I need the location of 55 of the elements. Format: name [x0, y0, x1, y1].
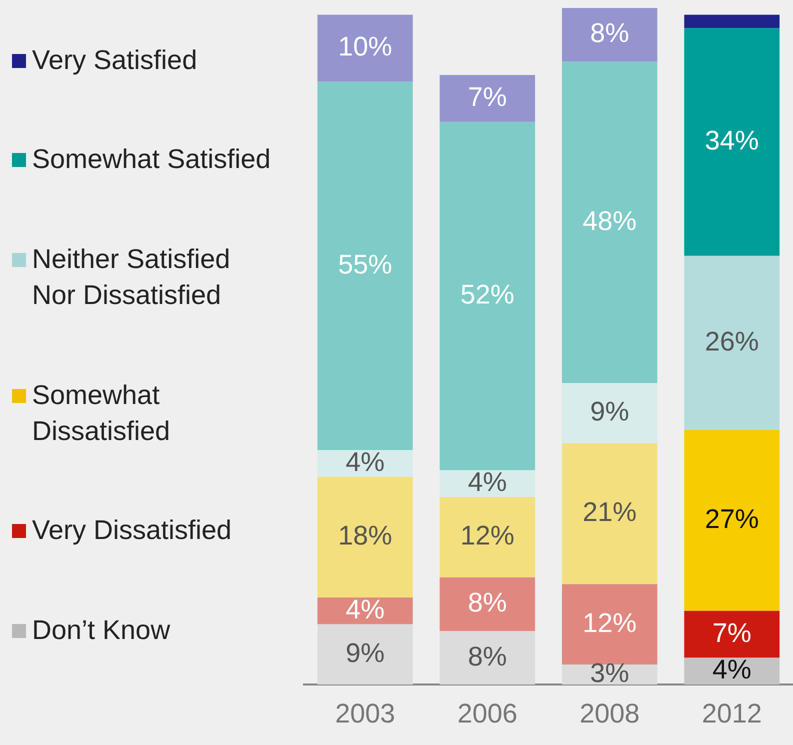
bar: [317, 14, 413, 82]
data-label: 9%: [346, 638, 385, 668]
data-label: 7%: [468, 82, 507, 112]
bar: [440, 74, 536, 122]
data-label: 8%: [468, 588, 507, 618]
bar: [684, 14, 780, 28]
data-label: 12%: [582, 608, 637, 638]
bar: [562, 443, 658, 584]
bar: [684, 28, 780, 256]
data-label: 52%: [460, 280, 514, 310]
legend-label: Somewhat Satisfied: [32, 143, 271, 176]
x-tick-label: 2012: [702, 698, 762, 728]
data-label: 27%: [704, 504, 759, 534]
bar: [562, 383, 658, 444]
x-tick-label: 2006: [457, 698, 518, 728]
data-label: 8%: [590, 18, 630, 48]
data-label: 4%: [468, 467, 507, 498]
bar: [317, 598, 413, 624]
data-label: 12%: [460, 520, 514, 551]
data-label: 4%: [712, 654, 752, 685]
bar: [440, 497, 536, 578]
data-label: 7%: [712, 618, 752, 648]
legend-label: Don’t Know: [32, 614, 170, 648]
bar: [317, 82, 413, 450]
bar: [684, 610, 780, 658]
data-label: 10%: [338, 32, 392, 62]
bar: [440, 470, 536, 498]
data-label: 3%: [590, 658, 630, 688]
data-label: 48%: [582, 206, 637, 236]
data-label: 18%: [338, 520, 392, 551]
bar: [317, 476, 413, 598]
bar: [684, 256, 780, 430]
x-tick-label: 2003: [335, 698, 396, 728]
bar: [317, 624, 413, 685]
data-label: 34%: [704, 125, 759, 156]
data-label: 8%: [468, 641, 507, 672]
bar: [562, 584, 658, 665]
data-label: 21%: [582, 497, 637, 528]
bar: [440, 631, 536, 685]
bar: [562, 62, 658, 384]
bar: [317, 450, 413, 477]
legend-label: Very Dissatisfied: [32, 514, 232, 548]
x-tick-label: 2008: [580, 698, 640, 728]
bar: [684, 430, 780, 611]
bar: [562, 8, 658, 62]
legend-label: Very Satisfied: [32, 44, 198, 77]
bar: [440, 122, 536, 470]
bar: [440, 577, 536, 632]
legend-label: Somewhat Dissatisfied: [32, 378, 172, 448]
legend-label: Neither Satisfied Nor Dissatisfied: [32, 243, 232, 312]
data-label: 55%: [338, 249, 392, 280]
data-label: 4%: [346, 446, 385, 477]
data-label: 26%: [704, 326, 759, 356]
data-label: 4%: [346, 594, 385, 624]
data-label: 9%: [590, 396, 630, 427]
